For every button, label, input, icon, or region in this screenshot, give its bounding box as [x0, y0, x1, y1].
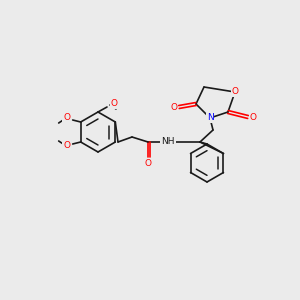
Text: N: N [207, 113, 213, 122]
Text: NH: NH [161, 137, 175, 146]
Text: O: O [170, 103, 178, 112]
Text: O: O [63, 142, 70, 151]
Text: O: O [110, 100, 118, 109]
Text: O: O [232, 88, 238, 97]
Text: O: O [63, 113, 70, 122]
Text: O: O [250, 112, 256, 122]
Text: O: O [145, 158, 152, 167]
